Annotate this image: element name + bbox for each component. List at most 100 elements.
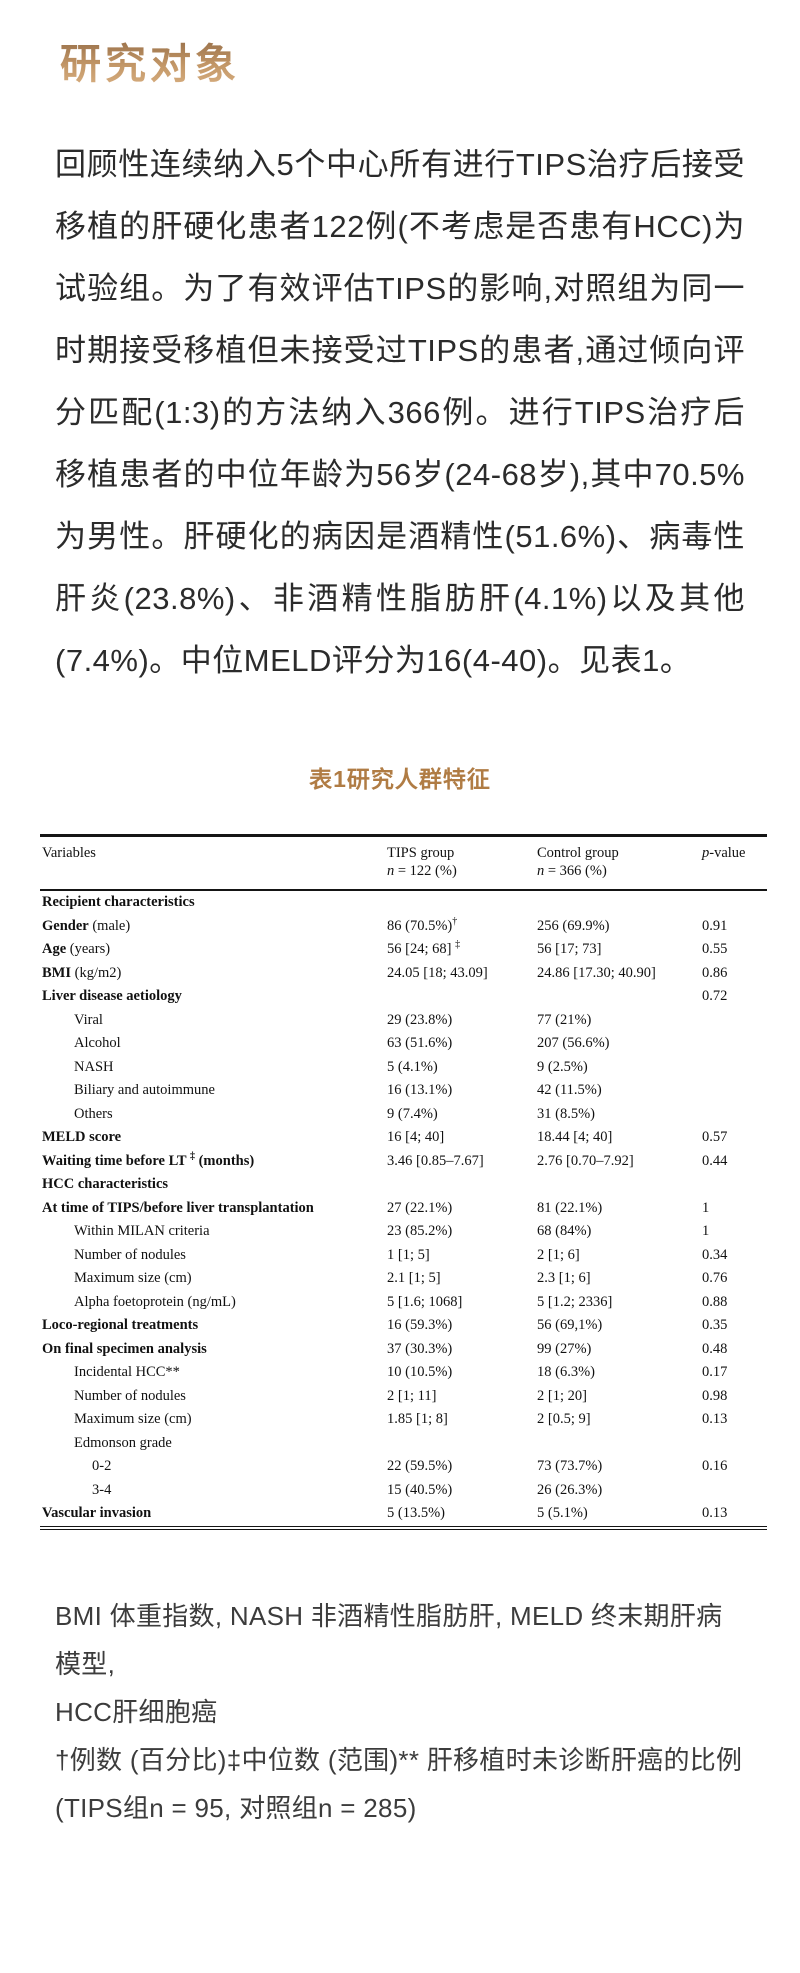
footnote-line: †例数 (百分比)‡中位数 (范围)** 肝移植时未诊断肝癌的比例 (55, 1744, 743, 1775)
table-row: Vascular invasion 5 (13.5%) 5 (5.1%) 0.1… (40, 1502, 767, 1528)
row-label: Alpha foetoprotein (ng/mL) (40, 1291, 385, 1315)
table-row: Biliary and autoimmune 16 (13.1%) 42 (11… (40, 1079, 767, 1103)
row-control-value (535, 1432, 700, 1456)
row-p-value (700, 1056, 767, 1080)
row-p-value (700, 1009, 767, 1033)
row-control-value: 2 [1; 6] (537, 1246, 580, 1263)
table-row: Recipient characteristics (40, 890, 767, 915)
row-label-bold: HCC characteristics (42, 1176, 169, 1192)
row-tips-value: 3.46 [0.85–7.67] (387, 1152, 484, 1169)
row-control-value: 18.44 [4; 40] (537, 1129, 613, 1145)
table-row: Edmonson grade (40, 1432, 767, 1456)
row-p-value: 1 (702, 1223, 710, 1239)
row-control-value: 5 [1.2; 2336] (537, 1293, 613, 1310)
tips-group-line1: TIPS group (387, 845, 455, 861)
row-label-rest: Within MILAN criteria (74, 1223, 210, 1239)
row-control-value: 31 (8.5%) (537, 1105, 595, 1122)
table-body: Recipient characteristics Gender (male) … (40, 890, 767, 1528)
table-row: Number of nodules 1 [1; 5] 2 [1; 6] 0.34 (40, 1244, 767, 1268)
row-p-value: 0.16 (702, 1458, 728, 1474)
row-label-bold: At time of TIPS/before liver transplanta… (42, 1199, 314, 1216)
p-value-suffix: -value (709, 845, 746, 861)
row-label-rest: Maximum size (cm) (74, 1270, 192, 1286)
row-label: On final specimen analysis (40, 1338, 385, 1362)
row-label: Age (years) (40, 938, 385, 962)
table-row: BMI (kg/m2) 24.05 [18; 43.09] 24.86 [17.… (40, 962, 767, 986)
study-characteristics-table: Variables TIPS group n = 122 (%) Control… (40, 834, 767, 1530)
row-tips-value: 5 (13.5%) (387, 1505, 445, 1521)
row-label-rest: (kg/m2) (71, 964, 122, 981)
row-p-value (700, 1103, 767, 1127)
footnote-line: (TIPS组n = 95, 对照组n = 285) (55, 1792, 417, 1823)
row-p-value: 0.98 (702, 1387, 728, 1404)
p-symbol: p (702, 845, 710, 861)
row-tips-value (385, 890, 535, 915)
table-header-row: Variables TIPS group n = 122 (%) Control… (40, 836, 767, 891)
row-tips-value: 63 (51.6%) (387, 1035, 453, 1051)
row-label-rest: 3-4 (92, 1481, 112, 1498)
row-tips-value: 10 (10.5%) (387, 1364, 453, 1380)
footnote-line: HCC肝细胞癌 (55, 1696, 218, 1727)
row-p-value: 0.88 (702, 1293, 728, 1310)
row-label: NASH (40, 1056, 385, 1080)
row-control-value: 68 (84%) (537, 1223, 592, 1239)
footnote-line: BMI 体重指数, NASH 非酒精性脂肪肝, MELD 终末期肝病模型, (55, 1600, 723, 1679)
row-p-value: 0.34 (702, 1246, 728, 1263)
table-row: Age (years) 56 [24; 68] ‡ 56 [17; 73] 0.… (40, 938, 767, 962)
row-label-rest: Alcohol (74, 1035, 121, 1051)
table-row: Number of nodules 2 [1; 11] 2 [1; 20] 0.… (40, 1385, 767, 1409)
row-label: Alcohol (40, 1032, 385, 1056)
row-label-bold: Age (42, 941, 67, 957)
row-tips-value: 23 (85.2%) (387, 1223, 453, 1239)
row-tips-value: 2 [1; 11] (387, 1387, 437, 1404)
table-row: Incidental HCC** 10 (10.5%) 18 (6.3%) 0.… (40, 1361, 767, 1385)
row-label: Maximum size (cm) (40, 1408, 385, 1432)
row-p-value: 0.35 (702, 1317, 728, 1333)
row-control-value: 2.3 [1; 6] (537, 1270, 591, 1286)
row-label-rest: NASH (74, 1058, 114, 1075)
tips-n-symbol: n (387, 863, 395, 879)
row-tips-value: 2.1 [1; 5] (387, 1270, 441, 1286)
row-control-value: 81 (22.1%) (537, 1199, 603, 1216)
table-row: Liver disease aetiology 0.72 (40, 985, 767, 1009)
row-tips-value: 16 [4; 40] (387, 1129, 445, 1145)
article-paragraph: 回顾性连续纳入5个中心所有进行TIPS治疗后接受移植的肝硬化患者122例(不考虑… (55, 147, 745, 678)
row-label-bold: Liver disease aetiology (42, 988, 182, 1004)
row-label-rest: Others (74, 1105, 113, 1122)
control-n-count: = 366 (%) (544, 863, 607, 879)
row-control-value (535, 985, 700, 1009)
column-header-tips-group: TIPS group n = 122 (%) (385, 836, 535, 891)
row-label: Within MILAN criteria (40, 1220, 385, 1244)
row-label: BMI (kg/m2) (40, 962, 385, 986)
row-p-value: 0.91 (702, 917, 728, 934)
row-control-value (535, 890, 700, 915)
row-control-value: 26 (26.3%) (537, 1481, 603, 1498)
row-p-value: 0.57 (702, 1129, 728, 1145)
control-group-line2: n = 366 (%) (537, 862, 700, 880)
row-p-value: 0.86 (702, 964, 728, 981)
row-tips-value: 15 (40.5%) (387, 1481, 453, 1498)
row-label: Waiting time before LT ‡ (months) (40, 1150, 385, 1174)
row-p-value: 0.55 (702, 941, 728, 957)
row-label: Others (40, 1103, 385, 1127)
row-tips-value: 16 (13.1%) (387, 1082, 453, 1098)
row-control-value: 256 (69.9%) (537, 917, 610, 934)
table-footnotes: BMI 体重指数, NASH 非酒精性脂肪肝, MELD 终末期肝病模型, HC… (55, 1592, 745, 1832)
row-control-value: 99 (27%) (537, 1340, 592, 1357)
row-label-rest: Biliary and autoimmune (74, 1082, 215, 1098)
table-row: On final specimen analysis 37 (30.3%) 99… (40, 1338, 767, 1362)
row-label: Recipient characteristics (40, 890, 385, 915)
row-tips-value: 29 (23.8%) (387, 1011, 453, 1028)
row-tips-value: 16 (59.3%) (387, 1317, 453, 1333)
row-tips-value: 86 (70.5%)† (387, 915, 458, 934)
row-label-bold: Recipient characteristics (42, 894, 195, 910)
row-tips-value (385, 985, 535, 1009)
table-row: Loco-regional treatments 16 (59.3%) 56 (… (40, 1314, 767, 1338)
row-label: Number of nodules (40, 1244, 385, 1268)
column-header-p-value: p-value (700, 836, 767, 891)
row-label: Biliary and autoimmune (40, 1079, 385, 1103)
row-label: Maximum size (cm) (40, 1267, 385, 1291)
row-label-bold: BMI (42, 964, 71, 981)
row-tips-value: 5 [1.6; 1068] (387, 1293, 463, 1310)
